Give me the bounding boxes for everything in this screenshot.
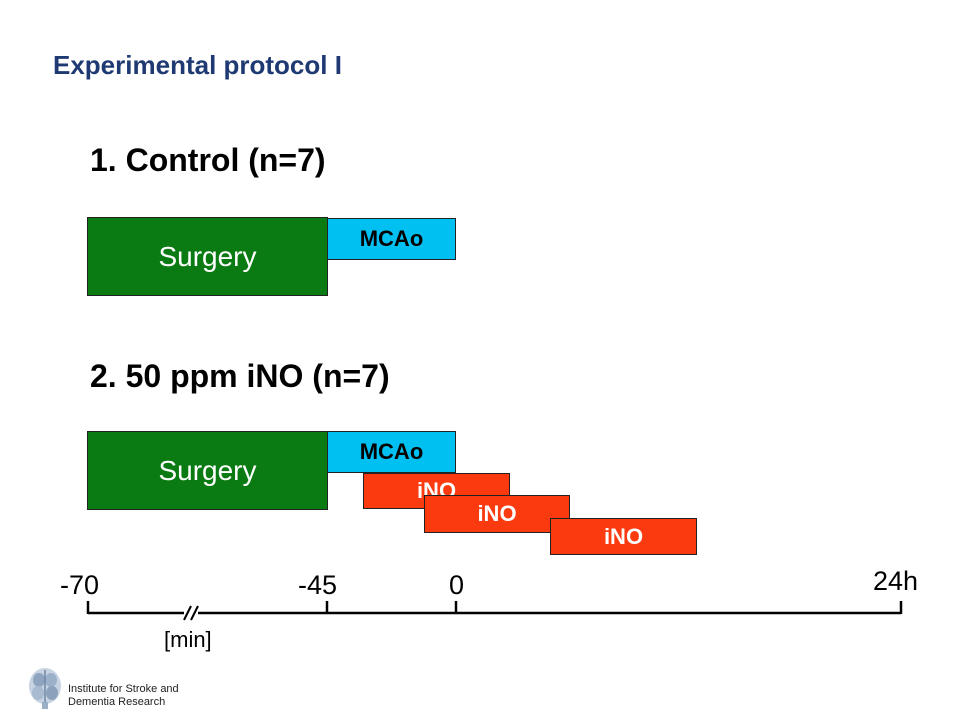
institute-name-line-1: Institute for Stroke and [68,683,179,695]
control-surgery-bar: Surgery [87,217,328,296]
tick-label-24h: 24h [873,566,919,596]
slide-title: Experimental protocol I [53,50,342,80]
axis-unit-label: [min] [164,627,212,652]
brain-icon [29,668,61,709]
tick-label-minus-70: -70 [60,570,100,600]
ino-bar-3: iNO [550,518,697,555]
section-1-heading: 1. Control (n=7) [90,142,326,178]
control-mcao-bar: MCAo [327,218,456,260]
ino-mcao-bar: MCAo [327,431,456,473]
ino-bar-2: iNO [424,495,570,533]
ino-surgery-bar: Surgery [87,431,328,510]
axis-break-marker [183,604,199,622]
institute-name-line-2: Dementia Research [68,696,166,708]
section-2-heading: 2. 50 ppm iNO (n=7) [90,358,390,394]
tick-label-minus-45: -45 [298,570,338,600]
institute-name: Institute for Stroke and Dementia Resear… [68,683,179,709]
tick-label-0: 0 [449,570,465,600]
